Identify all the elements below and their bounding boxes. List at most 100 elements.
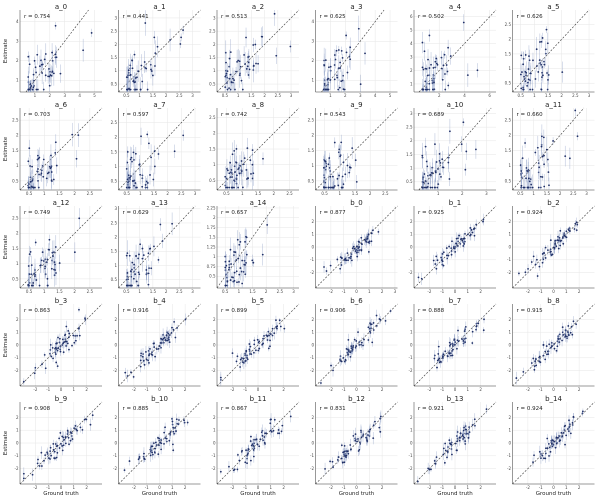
data-point	[261, 35, 264, 38]
x-tick-label: 1	[270, 485, 273, 490]
data-point	[289, 415, 292, 418]
data-point	[44, 367, 47, 370]
data-point	[140, 352, 143, 355]
data-point	[448, 245, 451, 248]
data-point	[423, 50, 426, 53]
data-point	[226, 169, 229, 172]
y-tick-label: 2.25	[207, 205, 216, 210]
data-point	[324, 468, 326, 470]
data-point	[44, 454, 47, 457]
data-point	[250, 353, 253, 355]
data-point	[540, 88, 543, 91]
data-point	[78, 308, 80, 311]
data-point	[572, 320, 575, 323]
data-point	[50, 179, 53, 182]
data-point	[442, 453, 445, 456]
x-tick-label: 2	[265, 289, 268, 294]
data-point	[31, 88, 34, 91]
data-point	[546, 158, 549, 161]
y-tick-label: 2	[311, 415, 314, 420]
x-tick-label: -2	[33, 387, 37, 392]
data-point	[175, 430, 177, 432]
data-point	[553, 246, 556, 249]
y-tick-label: -2	[507, 466, 511, 471]
data-point	[529, 88, 531, 91]
y-tick-label: 2	[114, 135, 117, 140]
data-point	[332, 369, 334, 372]
data-point	[160, 342, 163, 344]
panel-title: b_8	[547, 297, 559, 305]
data-point	[345, 34, 348, 37]
data-point	[27, 88, 30, 91]
data-point	[361, 243, 363, 246]
data-point	[152, 442, 155, 445]
data-point	[240, 79, 243, 82]
data-point	[535, 65, 538, 68]
x-tick-label: 1	[73, 485, 76, 490]
y-tick-label: 1.5	[505, 148, 512, 153]
data-point	[539, 175, 542, 178]
x-tick-label: 2	[381, 485, 384, 490]
data-point	[146, 182, 149, 184]
data-point	[561, 339, 563, 342]
data-point	[71, 344, 73, 347]
data-point	[42, 175, 45, 178]
data-point	[537, 186, 540, 189]
data-point	[165, 334, 168, 336]
data-point	[446, 355, 449, 358]
data-point	[257, 349, 260, 352]
data-point	[345, 348, 348, 350]
data-point	[557, 338, 560, 341]
data-point	[354, 159, 357, 162]
data-point	[147, 283, 150, 286]
data-point	[27, 76, 30, 78]
x-axis-label: Ground truth	[536, 491, 572, 497]
data-point	[527, 267, 529, 270]
data-point	[337, 151, 340, 154]
data-point	[546, 447, 549, 450]
data-point	[249, 345, 252, 348]
data-point	[69, 439, 72, 442]
x-tick-label: 2	[73, 191, 76, 196]
data-point	[247, 56, 249, 59]
data-point	[477, 322, 480, 325]
data-point	[523, 75, 525, 78]
data-point	[173, 432, 176, 435]
data-point	[126, 151, 129, 153]
x-tick-label: 2.5	[87, 191, 94, 196]
data-point	[354, 250, 357, 252]
data-point	[326, 78, 329, 81]
data-point	[162, 341, 165, 344]
data-point	[440, 256, 442, 259]
data-point	[549, 239, 552, 242]
data-point	[339, 61, 342, 64]
data-point	[139, 173, 142, 176]
data-point	[359, 83, 362, 86]
data-point	[372, 424, 375, 427]
data-point	[367, 233, 370, 236]
x-tick-label: -1	[440, 485, 444, 490]
data-point	[229, 51, 232, 54]
data-point	[247, 61, 250, 64]
data-point	[255, 438, 257, 441]
data-point	[245, 261, 247, 264]
data-point	[560, 239, 563, 242]
data-point	[160, 448, 163, 451]
x-tick-label: 3	[191, 93, 194, 98]
x-tick-label: 1	[138, 289, 141, 294]
data-point	[238, 459, 241, 462]
data-point	[132, 151, 135, 154]
data-point	[366, 439, 368, 442]
data-point	[232, 77, 234, 80]
data-point	[233, 149, 236, 152]
data-point	[329, 175, 332, 178]
identity-line	[216, 401, 300, 485]
data-point	[235, 148, 238, 150]
data-point	[533, 454, 535, 457]
data-point	[350, 255, 352, 258]
data-point	[521, 157, 524, 160]
data-point	[451, 354, 454, 357]
x-tick-label: 2	[165, 93, 168, 98]
data-point	[36, 53, 39, 56]
